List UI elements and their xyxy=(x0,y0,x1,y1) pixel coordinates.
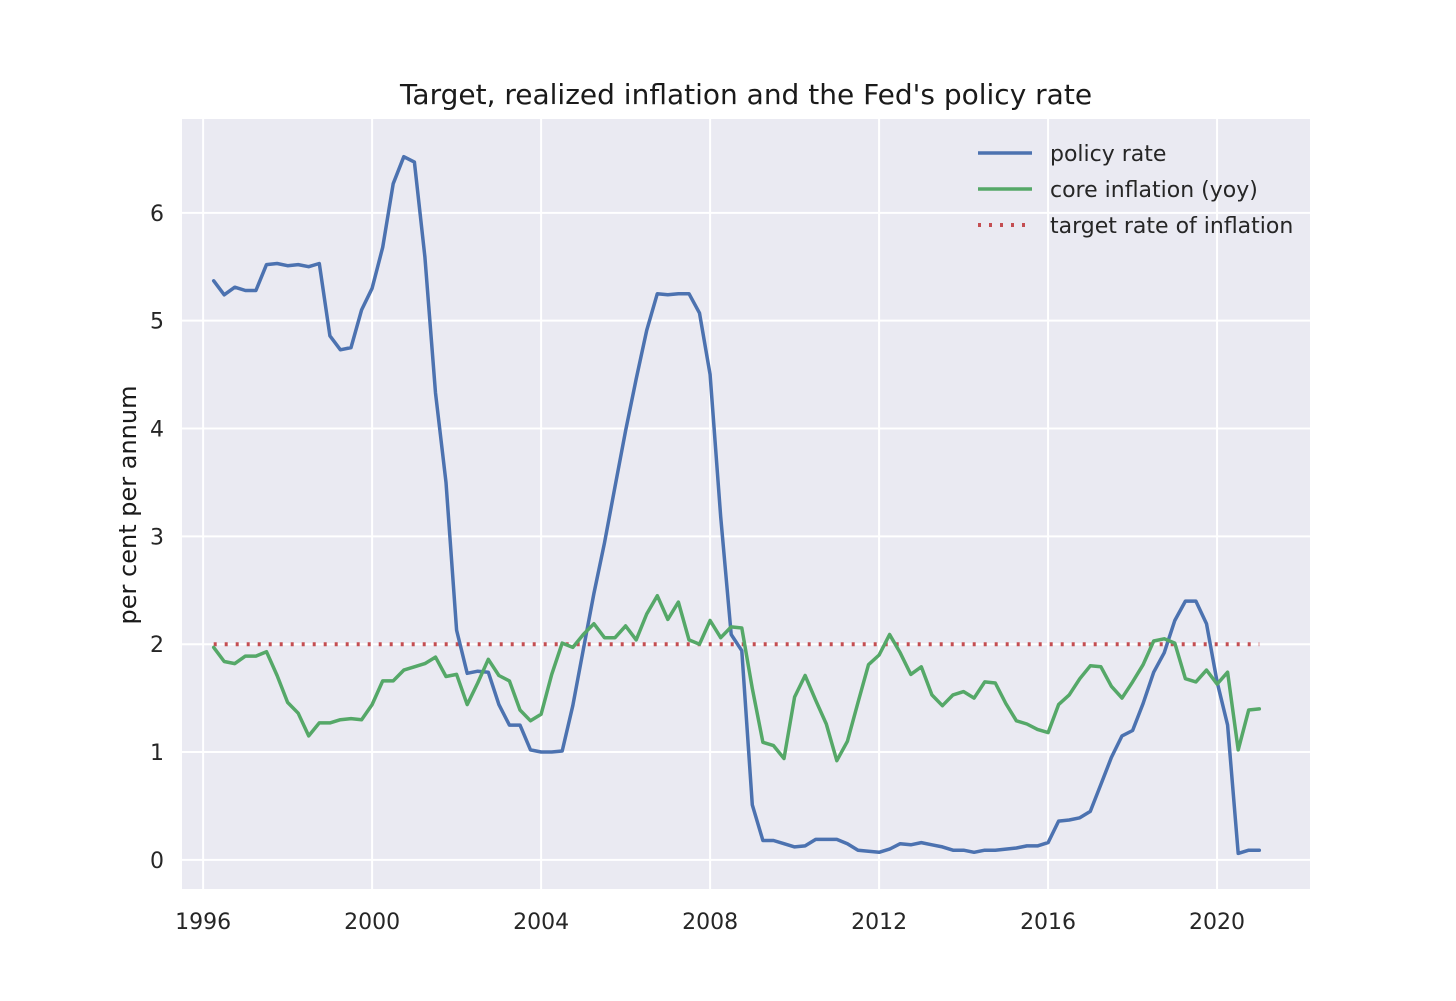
x-tick-label: 2020 xyxy=(1189,910,1245,935)
y-tick-label: 6 xyxy=(150,202,164,227)
y-tick-label: 1 xyxy=(150,741,164,766)
y-tick-label: 5 xyxy=(150,310,164,335)
x-tick-label: 2012 xyxy=(851,910,907,935)
series-line-1 xyxy=(211,593,1262,763)
x-tick-label: 2000 xyxy=(344,910,400,935)
y-tick-label: 0 xyxy=(150,849,164,874)
series-line-0 xyxy=(211,154,1262,856)
series-layer xyxy=(211,154,1262,856)
x-tick-label: 2016 xyxy=(1020,910,1076,935)
x-tick-label: 2004 xyxy=(513,910,569,935)
y-tick-label: 4 xyxy=(150,418,164,443)
legend-label: policy rate xyxy=(1050,142,1166,167)
x-tick-label: 1996 xyxy=(175,910,231,935)
legend: policy rate core inflation (yoy) target ra… xyxy=(978,142,1293,239)
x-tick-label: 2008 xyxy=(682,910,738,935)
y-tick-label: 3 xyxy=(150,525,164,550)
plot-area xyxy=(182,119,1310,889)
chart-title: Target, realized inflation and the Fed's… xyxy=(399,78,1092,111)
x-tick-labels: 1996 2000 2004 2008 2012 2016 2020 xyxy=(175,910,1245,935)
y-tick-labels: 0 1 2 3 4 5 6 xyxy=(150,202,164,874)
y-axis-label: per cent per annum xyxy=(114,386,142,625)
legend-label: core inflation (yoy) xyxy=(1050,178,1258,203)
y-tick-label: 2 xyxy=(150,633,164,658)
legend-label: target rate of inflation xyxy=(1050,214,1293,239)
